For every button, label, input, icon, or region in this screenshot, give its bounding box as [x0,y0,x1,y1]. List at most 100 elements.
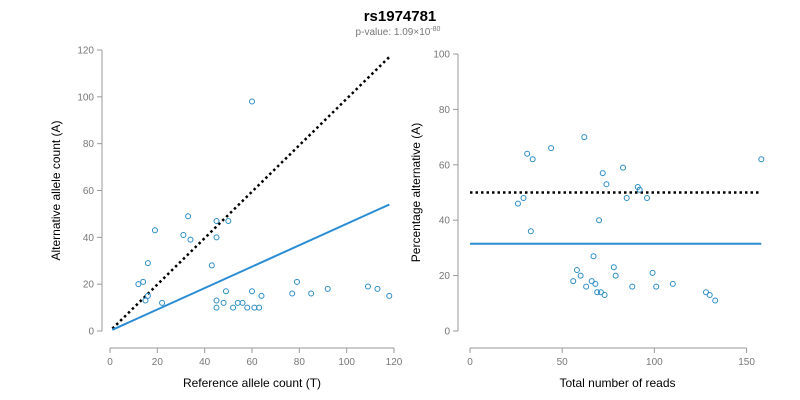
scatter-point [570,278,577,285]
scatter-point [524,150,531,157]
x-tick-label: 50 [557,357,569,368]
scatter-point [599,170,606,177]
scatter-point [590,253,597,260]
x-tick-label: 80 [294,357,306,368]
x-tick-label: 150 [738,357,755,368]
scatter-point [144,292,151,299]
x-axis-label: Reference allele count (T) [183,376,321,390]
scatter-point [308,290,315,297]
scatter-point [213,304,220,311]
figure-subtitle: p-value: 1.09×10-80 [356,26,441,38]
scatter-point [256,304,263,311]
right-scatter-panel: 0 50 100 150 0 20 40 60 80 100 Total number of rea… [409,50,765,390]
x-tick-label: 40 [199,357,211,368]
x-tick-label: 100 [646,357,663,368]
y-tick-label: 20 [439,271,451,282]
y-tick-label: 60 [439,160,451,171]
y-tick-label: 0 [444,327,450,338]
scatter-point [180,231,187,238]
scatter-point [222,288,229,295]
scatter-point [213,234,220,241]
scatter-point [603,181,610,188]
scatter-point [230,304,237,311]
scatter-point [703,289,709,296]
scatter-point [573,267,580,274]
y-tick-label: 60 [83,186,95,197]
y-axis-label: Percentage alternative (A) [409,123,423,262]
scatter-point [644,195,650,202]
scatter-point [527,228,534,235]
y-tick-label: 80 [83,139,95,150]
x-tick-label: 100 [338,357,355,368]
scatter-point [612,272,619,279]
scatter-point [213,217,220,224]
scatter-point [636,186,643,193]
scatter-point [249,98,255,105]
x-tick-label: 120 [386,357,403,368]
y-tick-label: 0 [88,327,94,338]
y-tick-label: 80 [439,105,451,116]
reference-dotted-line [111,56,391,330]
scatter-point [588,278,595,285]
y-tick-label: 40 [439,216,451,227]
scatter-point [581,134,588,141]
scatter-point [244,304,251,311]
scatter-point [669,280,676,287]
fit-solid-line [111,203,390,331]
scatter-point [596,217,603,224]
scatter-point [239,299,246,306]
scatter-point [594,289,601,296]
scatter-point [514,200,521,207]
scatter-point [706,291,713,298]
scatter-point [623,195,630,202]
figure-title: rs1974781 [364,8,437,25]
scatter-point [597,289,604,296]
scatter-point [140,278,147,285]
scatter-point [208,262,215,269]
scatter-point [135,281,142,288]
y-tick-label: 100 [77,92,94,103]
scatter-point [289,290,296,297]
scatter-point [249,288,255,295]
scatter-point [185,213,192,220]
scatter-point [293,278,300,285]
scatter-point [520,195,527,202]
scatter-point [258,292,265,299]
scatter-point [529,156,536,163]
x-axis-label: Total number of reads [559,376,675,390]
y-tick-label: 40 [83,233,95,244]
scatter-point [386,292,393,299]
scatter-point [629,283,636,290]
scatter-point [324,285,331,292]
scatter-point [220,299,227,306]
scatter-point [225,217,232,224]
x-tick-label: 20 [152,357,164,368]
p-value-exponent: -80 [430,26,440,33]
scatter-point [712,297,719,304]
y-tick-label: 120 [77,46,94,57]
scatter-point [758,156,765,163]
scatter-point [187,236,194,243]
scatter-point [548,145,555,152]
scatter-point [142,297,149,304]
scatter-point [583,283,590,290]
scatter-point [620,164,627,171]
scatter-point [213,297,220,304]
x-tick-label: 0 [107,357,113,368]
scatter-point [649,269,656,276]
scatter-point [151,227,158,234]
x-tick-label: 60 [246,357,258,368]
scatter-point [364,283,371,290]
scatter-point [592,280,599,287]
scatter-point [653,283,660,290]
scatter-point [374,285,381,292]
y-tick-label: 100 [433,50,450,61]
p-value-text: p-value: 1.09×10 [356,27,431,38]
scatter-point [610,264,617,271]
scatter-point [601,291,608,298]
x-tick-label: 0 [467,357,473,368]
y-axis-label: Alternative allele count (A) [49,120,63,260]
y-tick-label: 20 [83,280,95,291]
